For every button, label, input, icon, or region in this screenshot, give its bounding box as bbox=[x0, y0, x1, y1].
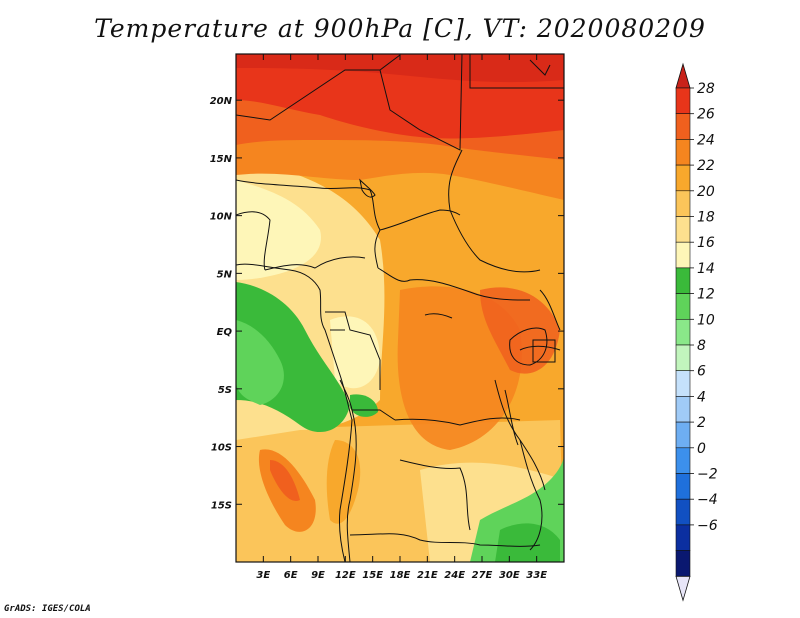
colorbar-segment bbox=[675, 241, 691, 269]
colorbar-label: 14 bbox=[697, 261, 715, 277]
colorbar-segment bbox=[675, 524, 691, 551]
colorbar-label: −4 bbox=[697, 492, 718, 508]
colorbar-segment bbox=[675, 473, 691, 500]
colorbar-label: 26 bbox=[697, 107, 715, 123]
lat-tick-label: 15S bbox=[211, 500, 232, 511]
temperature-field bbox=[236, 54, 564, 562]
lat-tick-label: 5S bbox=[218, 385, 232, 396]
lon-tick-label: 21E bbox=[417, 570, 438, 581]
colorbar-segment bbox=[675, 370, 691, 397]
colorbar-segment bbox=[675, 216, 691, 243]
colorbar-label: 10 bbox=[697, 312, 715, 328]
colorbar-label: 8 bbox=[697, 338, 706, 354]
colorbar-segment bbox=[675, 421, 691, 449]
coastlines bbox=[236, 178, 548, 562]
lon-tick-label: 30E bbox=[499, 570, 520, 581]
lon-tick-label: 18E bbox=[390, 570, 411, 581]
colorbar-segment bbox=[675, 113, 691, 140]
lon-tick-label: 3E bbox=[256, 570, 270, 581]
colorbar-segment bbox=[675, 396, 691, 423]
lon-tick-label: 12E bbox=[335, 570, 356, 581]
colorbar-label: −6 bbox=[697, 518, 718, 534]
colorbar-segment bbox=[675, 139, 691, 166]
colorbar-segment bbox=[675, 447, 691, 474]
colorbar-segment bbox=[675, 190, 691, 217]
grads-credit: GrADS: IGES/COLA bbox=[4, 604, 91, 614]
lon-tick-label: 15E bbox=[362, 570, 383, 581]
colorbar-label: 20 bbox=[697, 184, 715, 200]
lat-tick-label: 5N bbox=[217, 269, 233, 280]
colorbar-upper-triangle bbox=[675, 62, 691, 89]
colorbar-segment bbox=[675, 87, 691, 115]
colorbar-segment bbox=[675, 164, 691, 192]
lon-tick-label: 27E bbox=[472, 570, 493, 581]
colorbar-segment bbox=[675, 550, 691, 577]
lon-tick-label: 24E bbox=[444, 570, 465, 581]
colorbar-label: 28 bbox=[697, 81, 715, 97]
lat-tick-label: 10S bbox=[211, 443, 232, 454]
lat-tick-label: 20N bbox=[210, 96, 233, 107]
colorbar-label: 16 bbox=[697, 235, 715, 251]
longitude-axis: 3E 6E 9E 12E 15E 18E 21E 24E 27E 30E 33E bbox=[256, 54, 547, 581]
colorbar-label: 0 bbox=[697, 441, 706, 457]
colorbar-label: −2 bbox=[697, 467, 718, 483]
colorbar-segment bbox=[675, 267, 691, 294]
colorbar-segment bbox=[675, 293, 691, 320]
colorbar-label: 22 bbox=[697, 158, 715, 174]
colorbar-label: 4 bbox=[697, 389, 706, 405]
latitude-axis: 20N 15N 10N 5N EQ 5S 10S 15S bbox=[210, 96, 564, 511]
colorbar-lower-triangle bbox=[675, 575, 691, 602]
colorbar-label: 2 bbox=[697, 415, 706, 431]
colorbar-label: 6 bbox=[697, 364, 706, 380]
chart-title: Temperature at 900hPa [C], VT: 202008020… bbox=[94, 14, 706, 43]
colorbar-label: 12 bbox=[697, 287, 715, 303]
lat-tick-label: 10N bbox=[210, 212, 233, 223]
country-borders bbox=[236, 54, 564, 562]
colorbar-segment bbox=[675, 344, 691, 372]
lat-tick-label: EQ bbox=[217, 327, 233, 338]
colorbar-label: 24 bbox=[697, 132, 715, 148]
colorbar-segment bbox=[675, 498, 691, 526]
colorbar-segment bbox=[675, 318, 691, 346]
colorbar-label: 18 bbox=[697, 210, 715, 226]
lon-tick-label: 33E bbox=[526, 570, 547, 581]
lon-tick-label: 6E bbox=[284, 570, 298, 581]
lat-tick-label: 15N bbox=[210, 154, 233, 165]
lon-tick-label: 9E bbox=[311, 570, 325, 581]
